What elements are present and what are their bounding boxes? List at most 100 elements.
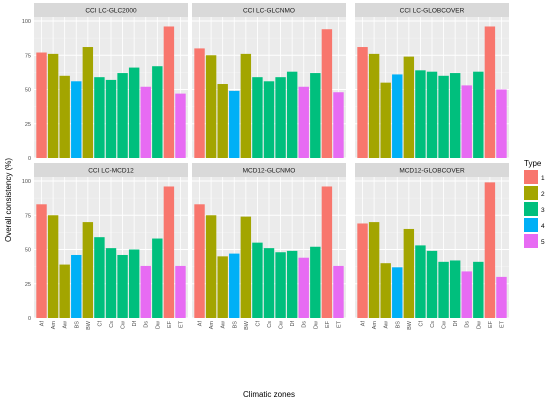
bar-bs: [71, 81, 82, 158]
x-tick-label: EF: [488, 320, 494, 328]
bar-df: [286, 71, 298, 158]
bar-cs: [263, 248, 275, 318]
x-tick-label: Am: [51, 321, 57, 330]
bar-cs: [105, 79, 117, 158]
bar-ef: [163, 186, 175, 318]
x-axis-title: Climatic zones: [243, 390, 295, 399]
bar-am: [368, 53, 380, 158]
facet-strip: [355, 3, 509, 17]
bar-cf: [252, 242, 263, 318]
y-tick-label: 25: [25, 282, 31, 288]
facet-strip: [355, 163, 509, 177]
facet-title: CCI LC-GLOBCOVER: [400, 8, 465, 15]
y-tick-label: 0: [28, 156, 31, 162]
bar-dw: [152, 66, 163, 158]
bar-dw: [310, 73, 321, 158]
legend-label: 4: [541, 223, 545, 230]
bar-et: [496, 89, 507, 158]
bar-am: [205, 55, 217, 158]
x-tick-label: Cs: [430, 321, 436, 328]
bar-aw: [380, 82, 391, 158]
x-tick-label: Af: [198, 321, 204, 327]
facet-panel: MCD12-GLCNMO Af Am Aw BS BW Cf Cs Cw Df Ds Dw EF ET: [192, 163, 346, 330]
y-tick-label: 100: [22, 19, 31, 25]
x-tick-label: Dw: [476, 321, 482, 329]
x-tick-label: Aw: [384, 321, 390, 329]
bar-af: [36, 204, 47, 318]
bar-am: [368, 222, 380, 318]
legend-swatch: [524, 170, 538, 184]
x-tick-label: BW: [244, 320, 250, 330]
legend-label: 2: [541, 191, 545, 198]
bar-af: [357, 223, 368, 318]
bar-aw: [217, 256, 228, 318]
bar-cw: [117, 254, 128, 318]
bar-ds: [461, 271, 472, 318]
facet-panel: MCD12-GLOBCOVER Af Am Aw BS BW Cf Cs Cw Df Ds Dw EF E…: [355, 163, 509, 330]
bar-cw: [117, 73, 128, 158]
x-tick-label: BS: [395, 321, 401, 329]
bar-bw: [403, 228, 415, 318]
facet-strip: [192, 163, 346, 177]
facet-panel: CCI LC-MCD12 0 25 50 75 100 Af Am Aw BS BW Cf Cs Cw Df…: [22, 163, 188, 330]
x-tick-label: ET: [336, 320, 342, 328]
y-tick-label: 50: [25, 248, 31, 254]
panels-layer: CCI LC-GLC2000 0 25 50 75 100 CCI LC-GLCNMO CCI…: [22, 3, 509, 330]
x-tick-label: BW: [86, 320, 92, 330]
bar-cs: [105, 248, 117, 318]
bar-af: [36, 52, 47, 159]
legend: Type 1 2 3 4 5: [524, 159, 545, 248]
bar-bs: [229, 253, 240, 318]
bar-am: [205, 215, 217, 318]
bar-cf: [94, 237, 105, 318]
bar-ef: [484, 182, 496, 318]
bar-cf: [94, 77, 105, 158]
legend-label: 1: [541, 175, 545, 182]
bar-ef: [321, 186, 333, 318]
x-tick-label: Aw: [63, 321, 69, 329]
bar-df: [449, 73, 461, 158]
x-tick-label: Df: [132, 321, 138, 327]
x-tick-label: Am: [372, 321, 378, 330]
x-tick-label: Cw: [121, 321, 127, 329]
bar-ef: [163, 26, 175, 159]
bar-aw: [59, 264, 70, 318]
bar-am: [47, 215, 59, 318]
legend-swatch: [524, 202, 538, 216]
bar-cw: [438, 261, 449, 318]
legend-label: 5: [541, 239, 545, 246]
x-tick-label: Df: [290, 321, 296, 327]
facet-title: CCI LC-MCD12: [88, 168, 134, 175]
bar-ds: [461, 85, 472, 158]
bar-df: [128, 249, 140, 318]
bar-bs: [71, 254, 82, 318]
x-tick-label: Df: [453, 321, 459, 327]
bar-bw: [82, 222, 94, 318]
bar-cs: [426, 250, 438, 318]
facet-title: MCD12-GLCNMO: [243, 168, 296, 175]
x-tick-label: Cf: [255, 321, 261, 327]
bar-bw: [82, 47, 94, 158]
facet-strip: [34, 163, 188, 177]
bar-ds: [140, 265, 151, 318]
legend-label: 3: [541, 207, 545, 214]
x-tick-label: Dw: [313, 321, 319, 329]
bar-bs: [229, 90, 240, 158]
bar-df: [449, 260, 461, 318]
x-tick-label: Ds: [144, 321, 150, 328]
bar-ef: [484, 26, 496, 159]
x-tick-label: Ds: [302, 321, 308, 328]
bar-df: [286, 250, 298, 318]
bar-cs: [426, 71, 438, 158]
x-tick-label: ET: [178, 320, 184, 328]
x-tick-label: Cw: [442, 321, 448, 329]
y-tick-label: 50: [25, 88, 31, 94]
x-tick-label: BS: [232, 321, 238, 329]
bar-bw: [403, 56, 415, 159]
bar-et: [175, 265, 186, 318]
bar-af: [357, 47, 368, 158]
bar-df: [128, 67, 140, 158]
bar-dw: [310, 246, 321, 318]
facet-title: CCI LC-GLC2000: [85, 8, 137, 15]
bar-cf: [415, 70, 426, 158]
